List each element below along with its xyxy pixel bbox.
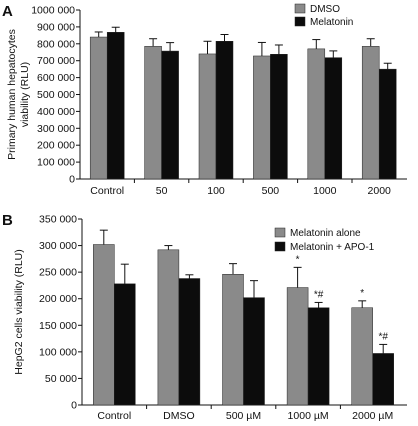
panel-a-y-tick-label: 1000 000 [31,5,75,17]
panel-a-category-label: 100 [207,185,225,197]
panel-b-bar-melatonin-alone [351,307,373,406]
panel-a-y-tick-label: 500 000 [37,89,75,101]
panel-b-bar-melatonin-apo-1 [243,297,265,406]
panel-b-y-tick-label: 300 000 [39,240,77,252]
panel-a-category-label: 2000 [368,185,392,197]
panel-a-legend-label: DMSO [310,4,340,15]
panel-a-bar-dmso [361,46,380,180]
panel-a-y-tick-label: 800 000 [37,38,75,50]
panel-b-category-label: 1000 µM [288,410,329,422]
panel-b-chart: B HepG2 cells viability (RLU) 0 50 000 100 0… [2,212,407,422]
panel-b-legend-swatch [274,227,286,238]
panel-b-category-label: 2000 µM [352,410,393,422]
panel-a-y-tick-label: 900 000 [37,21,75,33]
panel-b-significance-label: * [296,254,300,265]
panel-a-ylabel: Primary human hepatocytes [6,29,18,160]
panel-a-category-label: 500 [262,185,280,197]
panel-a-category-label: 50 [156,185,168,197]
panel-b-bar-melatonin-alone [286,287,309,406]
panel-b-legend-label: Melatonin alone [290,228,361,239]
panel-b-y-tick-label: 100 000 [39,346,77,358]
panel-a-y-tick-label: 300 000 [37,123,75,135]
panel-a-y-tick-label: 600 000 [37,72,75,84]
panel-b-bar-melatonin-alone [157,249,180,406]
panel-a-legend-swatch [294,16,306,27]
panel-b-y-tick-label: 250 000 [39,267,77,279]
panel-a-bar-dmso [198,53,217,180]
panel-a-category-label: Control [90,185,124,197]
panel-a-bar-dmso [144,46,162,180]
panel-a-category-label: 1000 [313,185,337,197]
panel-b-y-tick-label: 150 000 [39,320,77,332]
panel-a-bar-melatonin [270,54,288,180]
panel-a-bar-dmso [253,55,271,180]
panel-a-y-tick-label: 200 000 [37,140,75,152]
panel-a-legend-label: Melatonin [310,17,353,28]
panel-b-bar-melatonin-apo-1 [372,353,394,406]
panel-b-y-tick-label: 0 [71,400,77,412]
panel-b-y-tick-label: 50 000 [45,373,77,385]
panel-b-legend-label: Melatonin + APO-1 [290,242,375,253]
panel-b-bar-melatonin-apo-1 [307,307,330,406]
panel-a-bar-dmso [307,48,326,180]
panel-a-ylabel: viability (RLU) [19,62,31,127]
panel-a-chart: A Primary human hepatocytes viability (RLU… [2,3,407,197]
panel-a-legend-swatch [294,3,306,14]
panel-b-ylabel: HepG2 cells viability (RLU) [13,249,25,374]
panel-a-y-tick-label: 400 000 [37,106,75,118]
panel-b-significance-label: *# [314,289,324,300]
panel-b-bar-melatonin-alone [93,244,115,406]
panel-a-bar-dmso [89,36,108,180]
panel-a-y-tick-label: 0 [69,174,75,186]
panel-a-y-tick-label: 100 000 [37,157,75,169]
panel-b-y-tick-label: 350 000 [39,214,77,226]
panel-b-bar-melatonin-apo-1 [114,283,136,406]
panel-b-significance-label: * [360,288,364,299]
panel-a-bar-melatonin [161,50,179,180]
panel-b-category-label: 500 µM [226,410,261,422]
panel-a-letter: A [2,3,13,20]
panel-b-category-label: DMSO [163,410,195,422]
panel-a-bar-melatonin [324,57,343,180]
panel-a-y-tick-label: 700 000 [37,55,75,67]
panel-b-letter: B [2,212,13,229]
panel-a-bar-melatonin [378,68,397,180]
panel-b-category-label: Control [97,410,131,422]
panel-b-legend-swatch [274,241,286,252]
panel-a-bar-melatonin [106,32,125,180]
panel-b-bar-melatonin-alone [222,274,244,406]
panel-a-bar-melatonin [215,41,234,180]
panel-b-bar-melatonin-apo-1 [178,278,201,406]
panel-b-y-tick-label: 200 000 [39,293,77,305]
panel-b-significance-label: *# [378,331,388,342]
